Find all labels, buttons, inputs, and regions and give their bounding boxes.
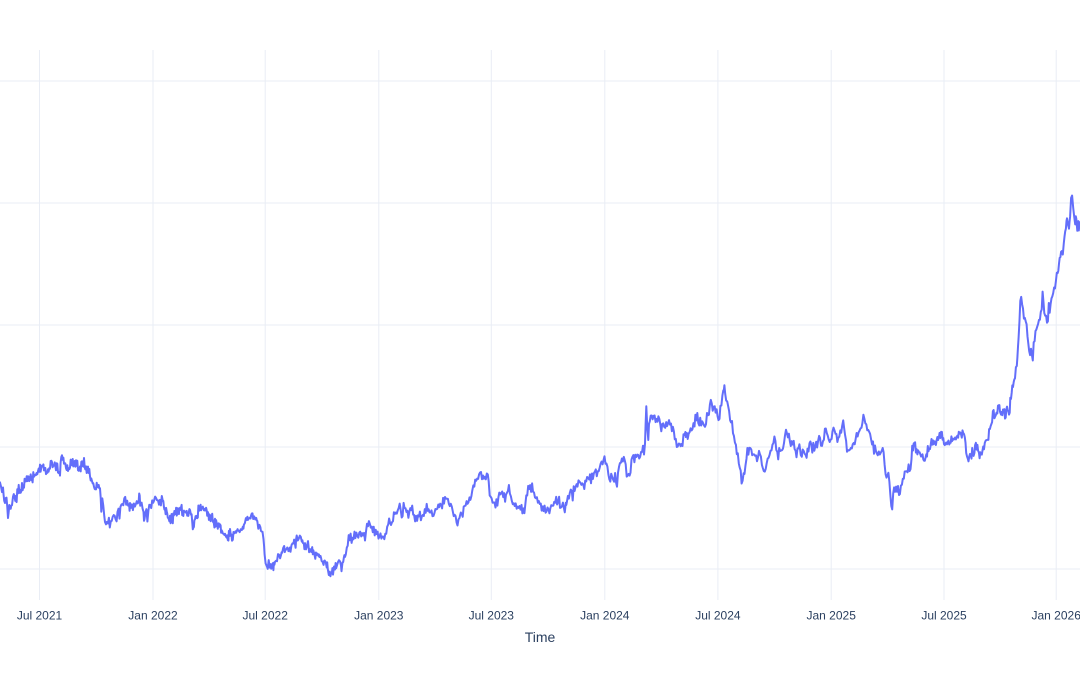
svg-text:Jul 2023: Jul 2023 (469, 609, 515, 623)
svg-text:Jul 2024: Jul 2024 (695, 609, 741, 623)
svg-text:Jul 2021: Jul 2021 (17, 609, 63, 623)
svg-text:Jan 2024: Jan 2024 (580, 609, 630, 623)
svg-text:Jan 2022: Jan 2022 (128, 609, 178, 623)
svg-text:Time: Time (525, 629, 556, 645)
svg-text:Jan 2026: Jan 2026 (1032, 609, 1080, 623)
svg-text:Jul 2025: Jul 2025 (921, 609, 967, 623)
svg-text:Jul 2022: Jul 2022 (243, 609, 289, 623)
svg-text:Jan 2023: Jan 2023 (354, 609, 404, 623)
svg-text:Jan 2025: Jan 2025 (807, 609, 857, 623)
